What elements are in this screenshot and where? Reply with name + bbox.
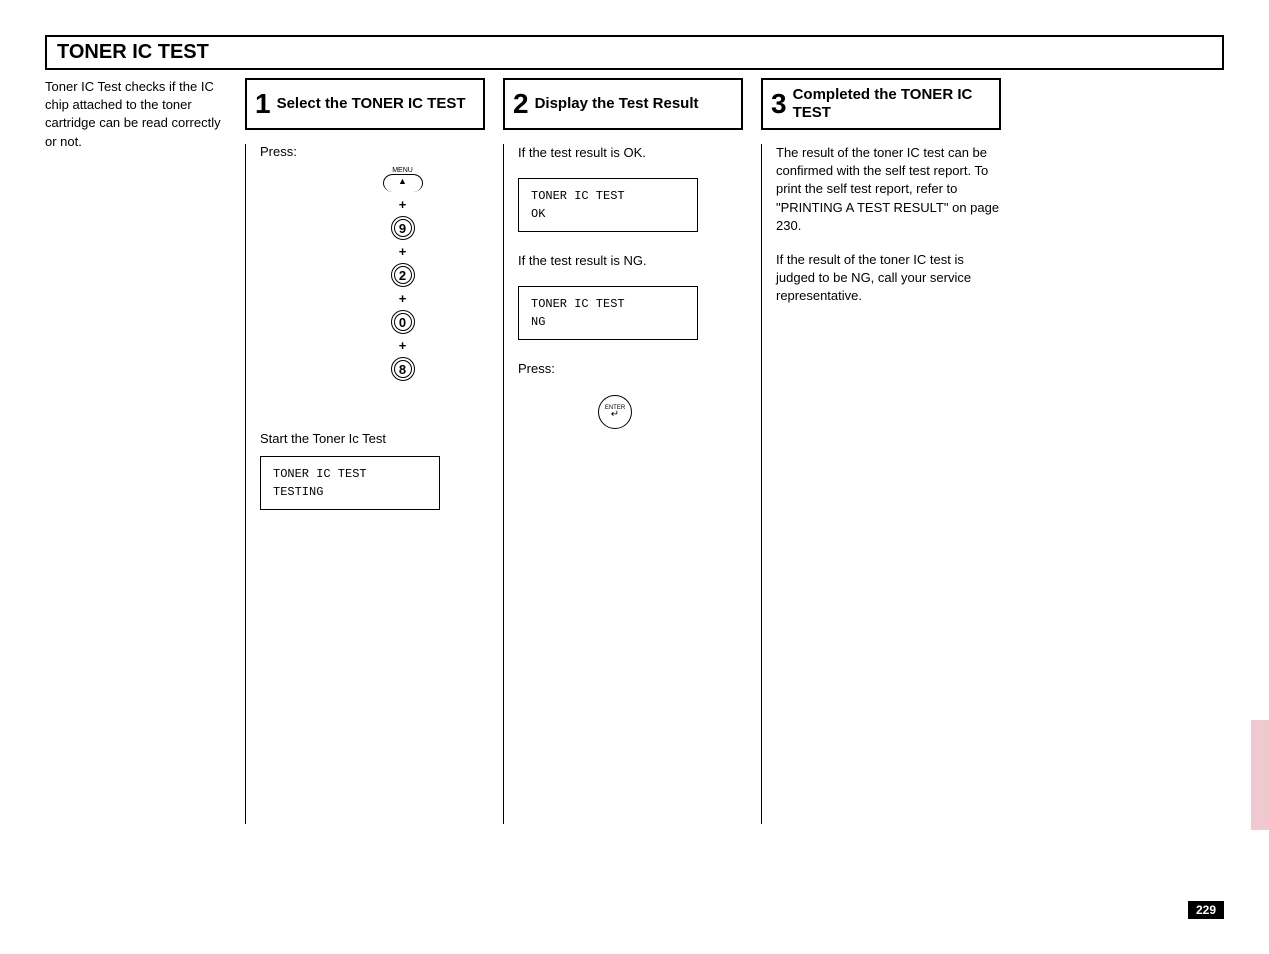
enter-arrow-icon: ↵ bbox=[611, 411, 619, 419]
page-number: 229 bbox=[1188, 901, 1224, 919]
plus-icon: + bbox=[399, 291, 407, 306]
step-1-num: 1 bbox=[255, 90, 271, 118]
plus-icon: + bbox=[399, 197, 407, 212]
step-1-header: 1 Select the TONER IC TEST bbox=[245, 78, 485, 130]
step-1: 1 Select the TONER IC TEST Press: MENU ▲… bbox=[245, 78, 485, 824]
step-1-body: Press: MENU ▲ + 9 + bbox=[245, 144, 485, 824]
lcd-line-1: TONER IC TEST bbox=[273, 465, 427, 483]
key-9-icon: 9 bbox=[391, 216, 415, 240]
lcd-line-2: TESTING bbox=[273, 483, 427, 501]
lcd-display-ok: TONER IC TEST OK bbox=[518, 178, 698, 232]
step-2-title: Display the Test Result bbox=[535, 95, 699, 113]
step-3-title: Completed the TONER IC TEST bbox=[793, 86, 991, 122]
lcd-display: TONER IC TEST TESTING bbox=[260, 456, 440, 510]
menu-arrow-icon: ▲ bbox=[383, 174, 423, 192]
main-title: TONER IC TEST bbox=[57, 41, 1212, 64]
ok-result-text: If the test result is OK. bbox=[518, 144, 743, 162]
ng-advice-text: If the result of the toner IC test is ju… bbox=[776, 251, 1001, 306]
lcd-line-2: OK bbox=[531, 205, 685, 223]
confirm-text: The result of the toner IC test can be c… bbox=[776, 144, 1001, 235]
content-row: Toner IC Test checks if the IC chip atta… bbox=[45, 78, 1224, 824]
key-8-icon: 8 bbox=[391, 357, 415, 381]
key-2-icon: 2 bbox=[391, 263, 415, 287]
key-inner bbox=[394, 313, 412, 331]
step-3: 3 Completed the TONER IC TEST The result… bbox=[761, 78, 1001, 824]
lcd-line-1: TONER IC TEST bbox=[531, 187, 685, 205]
title-box: TONER IC TEST bbox=[45, 35, 1224, 70]
key-inner bbox=[394, 219, 412, 237]
menu-label: MENU bbox=[383, 167, 423, 174]
step-2-body: If the test result is OK. TONER IC TEST … bbox=[503, 144, 743, 824]
side-tab bbox=[1251, 720, 1269, 830]
step-3-header: 3 Completed the TONER IC TEST bbox=[761, 78, 1001, 130]
key-stack: MENU ▲ + 9 + 2 + bbox=[320, 167, 485, 381]
press-label: Press: bbox=[518, 360, 743, 378]
step-2-num: 2 bbox=[513, 90, 529, 118]
lcd-line-1: TONER IC TEST bbox=[531, 295, 685, 313]
plus-icon: + bbox=[399, 338, 407, 353]
lcd-line-2: NG bbox=[531, 313, 685, 331]
menu-key-icon: MENU ▲ bbox=[383, 167, 423, 193]
step-2: 2 Display the Test Result If the test re… bbox=[503, 78, 743, 824]
plus-icon: + bbox=[399, 244, 407, 259]
step-2-header: 2 Display the Test Result bbox=[503, 78, 743, 130]
steps-container: 1 Select the TONER IC TEST Press: MENU ▲… bbox=[245, 78, 1001, 824]
step-1-title: Select the TONER IC TEST bbox=[277, 95, 466, 113]
press-label: Press: bbox=[260, 144, 485, 159]
key-inner bbox=[394, 266, 412, 284]
ng-result-text: If the test result is NG. bbox=[518, 252, 743, 270]
start-test-text: Start the Toner Ic Test bbox=[260, 431, 485, 446]
intro-text: Toner IC Test checks if the IC chip atta… bbox=[45, 78, 245, 824]
key-0-icon: 0 bbox=[391, 310, 415, 334]
step-3-num: 3 bbox=[771, 90, 787, 118]
key-inner bbox=[394, 360, 412, 378]
lcd-display-ng: TONER IC TEST NG bbox=[518, 286, 698, 340]
up-arrow-icon: ▲ bbox=[398, 176, 407, 186]
step-3-body: The result of the toner IC test can be c… bbox=[761, 144, 1001, 824]
enter-key-icon: ENTER ↵ bbox=[598, 395, 632, 429]
